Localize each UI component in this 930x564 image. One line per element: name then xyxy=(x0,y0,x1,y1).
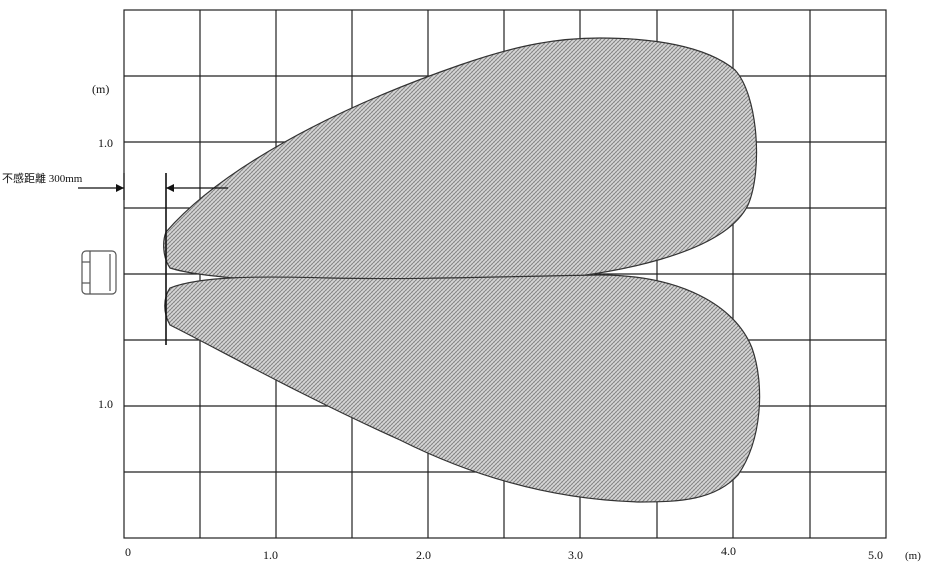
dead-zone-dimension xyxy=(78,173,228,200)
y-tick-lower: 1.0 xyxy=(98,397,113,411)
x-tick-2: 2.0 xyxy=(416,548,431,562)
y-unit-label: (m) xyxy=(92,82,109,96)
x-unit-label: (m) xyxy=(905,550,921,562)
sensor-device xyxy=(81,250,117,295)
x-tick-1: 1.0 xyxy=(263,548,278,562)
x-tick-0: 0 xyxy=(125,545,131,559)
x-tick-3: 3.0 xyxy=(568,548,583,562)
dead-zone-annotation: 不感距離 300mm xyxy=(2,171,83,185)
x-tick-4: 4.0 xyxy=(721,544,736,558)
y-tick-upper: 1.0 xyxy=(98,136,113,150)
detection-zone-lower xyxy=(164,274,761,503)
x-tick-5: 5.0 xyxy=(868,548,883,562)
